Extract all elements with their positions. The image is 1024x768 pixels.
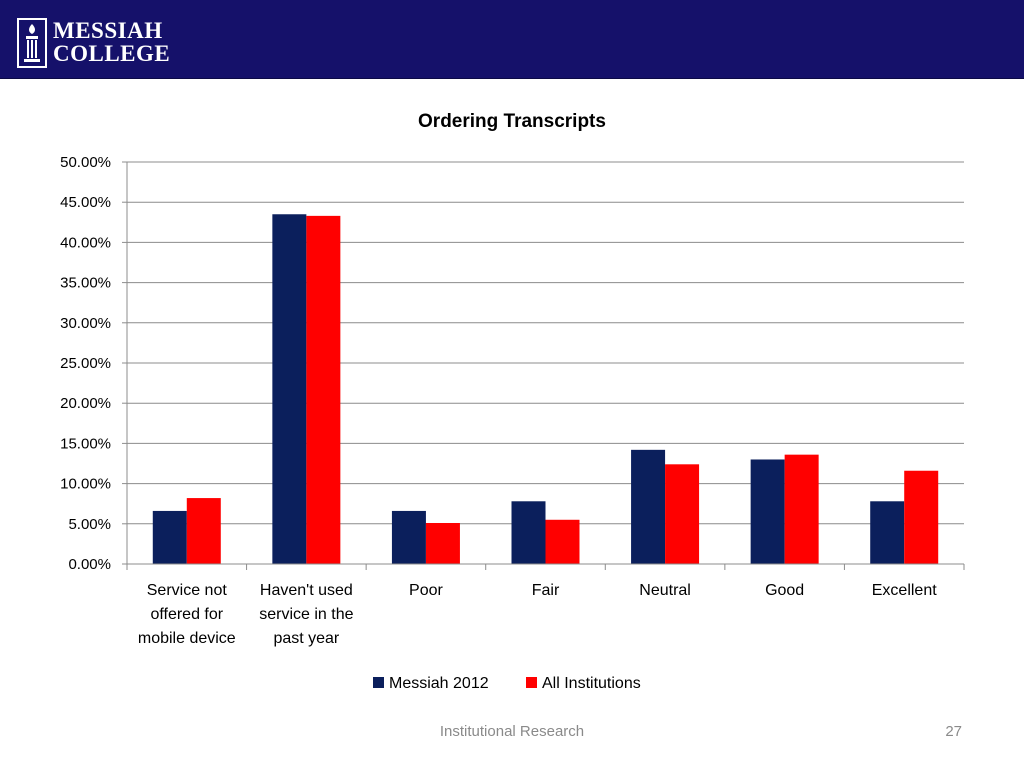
y-tick-label: 45.00% — [60, 194, 111, 211]
college-emblem-icon — [17, 18, 47, 68]
bar-all-institutions — [306, 215, 341, 565]
bar-messiah — [870, 501, 905, 564]
bar-chart: Ordering Transcripts 0.00% 5.00% 10.00% 15.… — [60, 111, 965, 692]
x-tick-label: Neutral — [639, 582, 691, 599]
bar-all-institutions — [904, 470, 939, 564]
y-axis-ticks: 0.00% 5.00% 10.00% 15.00% 20.00% 25.00% 30.00%… — [60, 154, 111, 573]
x-tick-label: Excellent — [872, 582, 937, 599]
bar-messiah — [511, 501, 546, 564]
axes — [126, 162, 965, 570]
y-tick-label: 30.00% — [60, 315, 111, 332]
footer-text: Institutional Research — [439, 723, 585, 740]
bar-all-institutions — [665, 464, 700, 564]
grid-lines — [122, 161, 964, 565]
x-tick-label: Poor — [409, 582, 443, 599]
legend: Messiah 2012 All Institutions — [373, 675, 641, 692]
x-tick-label: Fair — [532, 582, 560, 599]
y-tick-label: 25.00% — [60, 355, 111, 372]
x-tick-label: Good — [765, 582, 804, 599]
bars — [152, 214, 939, 565]
bar-all-institutions — [545, 519, 580, 564]
y-tick-label: 10.00% — [60, 476, 111, 493]
x-tick-label: Haven't used service in the past year — [259, 582, 353, 647]
y-tick-label: 40.00% — [60, 234, 111, 251]
legend-swatch — [373, 677, 384, 688]
bar-messiah — [750, 459, 785, 564]
legend-label: Messiah 2012 — [389, 675, 489, 692]
y-tick-label: 35.00% — [60, 275, 111, 292]
legend-label: All Institutions — [542, 675, 641, 692]
bar-messiah — [631, 449, 666, 564]
bar-messiah — [391, 510, 426, 564]
y-tick-label: 5.00% — [68, 516, 111, 533]
bar-all-institutions — [425, 522, 460, 564]
bar-all-institutions — [784, 454, 819, 564]
logo-line-1: MESSIAH — [53, 18, 163, 43]
bar-messiah — [152, 510, 187, 564]
x-axis-labels: Service not offered for mobile device Haven… — [138, 582, 937, 647]
y-tick-label: 15.00% — [60, 435, 111, 452]
bar-messiah — [272, 214, 307, 564]
y-tick-label: 20.00% — [60, 395, 111, 412]
header-bar: MESSIAH COLLEGE — [0, 0, 1024, 79]
bar-all-institutions — [186, 498, 221, 564]
y-tick-label: 50.00% — [60, 154, 111, 171]
logo-line-2: COLLEGE — [53, 41, 171, 66]
logo-wordmark: MESSIAH COLLEGE — [53, 19, 170, 65]
page-number: 27 — [945, 723, 962, 740]
legend-swatch — [526, 677, 537, 688]
college-logo: MESSIAH COLLEGE — [17, 18, 187, 68]
y-tick-label: 0.00% — [68, 556, 111, 573]
chart-title: Ordering Transcripts — [418, 111, 606, 132]
x-tick-label: Service not offered for mobile device — [138, 582, 236, 647]
